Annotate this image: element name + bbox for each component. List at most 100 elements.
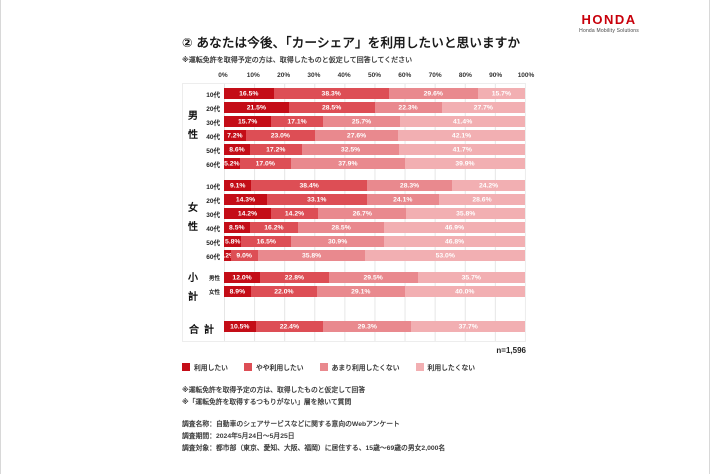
- bar-value-label: 35.8%: [456, 210, 476, 217]
- axis-tick-label: 0%: [218, 72, 228, 79]
- bar-value-label: 9.0%: [236, 252, 252, 259]
- bar-segment: 22.3%: [374, 102, 442, 113]
- row-label: 20代: [206, 105, 220, 113]
- bar-segment: 5.2%: [224, 158, 240, 169]
- row-label: 40代: [206, 133, 220, 141]
- footnotes: ※運転免許を取得予定の方は、取得したものと仮定して回答 ※「運転免許を取得するつも…: [182, 385, 526, 409]
- stacked-bar: 15.7% 17.1% 25.7% 41.4%: [224, 116, 525, 127]
- bar-segment: 23.0%: [245, 130, 315, 141]
- stacked-bar: 21.5% 28.5% 22.3% 27.7%: [224, 102, 525, 113]
- bar-value-label: 41.4%: [452, 118, 473, 125]
- bar-segment: 7.2%: [224, 130, 246, 141]
- bar-value-label: 46.8%: [444, 238, 465, 245]
- chart-row: 10代 9.1% 38.4% 28.3% 24.2%: [199, 180, 525, 191]
- bar-segment: 26.7%: [318, 208, 407, 219]
- bar-segment: 35.7%: [417, 272, 525, 283]
- chart-row: 女性 8.9% 22.0% 29.1% 40.0%: [199, 286, 525, 297]
- bar-segment: 12.0%: [224, 272, 261, 283]
- chart-subtitle: ※運転免許を取得予定の方は、取得したものと仮定して回答してください: [182, 57, 413, 64]
- bar-segment: 39.9%: [404, 158, 525, 169]
- bar-segment: 27.6%: [314, 130, 399, 141]
- bar-value-label: 41.7%: [452, 146, 472, 153]
- bar-segment: 16.2%: [249, 222, 299, 233]
- bar-value-label: 35.8%: [301, 252, 322, 259]
- report-content: ② あなたは今後、「カーシェア」を利用したいと思いますか ※運転免許を取得予定の…: [182, 32, 534, 455]
- bar-segment: 14.2%: [224, 208, 272, 219]
- bar-value-label: 40.0%: [455, 288, 475, 295]
- bar-value-label: 28.6%: [472, 196, 492, 203]
- axis-tick-label: 20%: [277, 72, 291, 79]
- stacked-bar: 8.6% 17.2% 32.5% 41.7%: [224, 144, 525, 155]
- stacked-bar: 10.5% 22.4% 29.3% 37.7%: [224, 321, 525, 332]
- bar-segment: 28.5%: [298, 222, 384, 233]
- row-label: 50代: [206, 239, 220, 247]
- row-label: 10代: [206, 183, 220, 191]
- bar-value-label: 16.5%: [239, 90, 259, 97]
- stacked-bar: 5.2% 17.0% 37.9% 39.9%: [224, 158, 525, 169]
- bar-segment: 5.8%: [224, 236, 242, 247]
- honda-logo: HONDA Honda Mobility Solutions: [579, 12, 639, 34]
- bar-value-label: 17.1%: [287, 118, 307, 125]
- bar-segment: 21.5%: [224, 102, 289, 113]
- bar-value-label: 21.5%: [246, 104, 266, 111]
- honda-logo-subtitle: Honda Mobility Solutions: [579, 28, 639, 34]
- chart-row: 30代 15.7% 17.1% 25.7% 41.4%: [199, 116, 525, 127]
- honda-wordmark: HONDA: [581, 12, 637, 27]
- bar-value-label: 5.2%: [224, 160, 240, 167]
- axis-tick-label: 60%: [398, 72, 412, 79]
- footnote-line: ※「運転免許を取得するつもりがない」層を除いて質問: [182, 398, 352, 406]
- stacked-bar: 12.0% 22.8% 29.5% 35.7%: [224, 272, 525, 283]
- bar-value-label: 53.0%: [435, 252, 455, 259]
- bar-value-label: 37.7%: [458, 323, 478, 330]
- stacked-bar: 14.2% 14.2% 26.7% 35.8%: [224, 208, 525, 219]
- bar-segment: 22.4%: [255, 321, 324, 332]
- bar-value-label: 28.5%: [321, 104, 342, 111]
- row-group: 合計 10.5% 22.4% 29.3% 37.7%: [183, 321, 525, 336]
- bar-segment: 41.7%: [399, 144, 525, 155]
- row-group: 男性 10代 16.5% 38.3% 29.6% 15.7% 20代 21.5% 28.5% 22…: [183, 88, 525, 169]
- bar-value-label: 29.1%: [351, 288, 371, 295]
- bar-segment: 22.8%: [260, 272, 329, 283]
- bar-value-label: 8.6%: [229, 146, 245, 153]
- bar-value-label: 17.0%: [255, 160, 275, 167]
- row-group: 女性 10代 9.1% 38.4% 28.3% 24.2% 20代 14.3% 33.1% 24.…: [183, 180, 526, 261]
- bar-value-label: 37.9%: [338, 160, 358, 167]
- group-rows: 10.5% 22.4% 29.3% 37.7%: [224, 321, 525, 336]
- survey-info: 調査名称：自動車のシェアサービスなどに関する意向のWebアンケート 調査期間：20…: [182, 419, 526, 455]
- bar-value-label: 25.7%: [351, 118, 372, 125]
- chart-row: 20代 21.5% 28.5% 22.3% 27.7%: [199, 102, 525, 113]
- bar-value-label: 42.1%: [451, 132, 472, 139]
- bar-segment: 28.3%: [366, 180, 453, 191]
- bar-segment: 17.1%: [271, 116, 323, 127]
- chart-row: 50代 8.6% 17.2% 32.5% 41.7%: [199, 144, 525, 155]
- bar-segment: 2.2%: [220, 250, 235, 261]
- bar-value-label: 35.7%: [461, 274, 481, 281]
- row-label: 20代: [206, 197, 220, 205]
- bar-segment: 37.7%: [411, 321, 525, 332]
- bar-segment: 24.2%: [452, 180, 525, 191]
- chart-row: 40代 7.2% 23.0% 27.6% 42.1%: [199, 130, 525, 141]
- bar-segment: 33.1%: [267, 194, 367, 205]
- row-label: 60代: [206, 253, 220, 261]
- bar-segment: 8.6%: [224, 144, 250, 155]
- axis-tick-label: 30%: [307, 72, 321, 79]
- bar-value-label: 16.5%: [256, 238, 276, 245]
- axis-tick-label: 40%: [337, 72, 351, 79]
- sample-size-note: n=1,596: [496, 346, 526, 355]
- bar-value-label: 16.2%: [264, 224, 284, 231]
- bar-segment: 35.8%: [406, 208, 525, 219]
- axis-tick-label: 70%: [428, 72, 442, 79]
- bar-segment: 30.9%: [291, 236, 385, 247]
- axis-tick-label: 80%: [458, 72, 472, 79]
- stacked-bar: 8.9% 22.0% 29.1% 40.0%: [224, 286, 525, 297]
- chart-row: 60代 5.2% 17.0% 37.9% 39.9%: [199, 158, 525, 169]
- chart-row: 男性 12.0% 22.8% 29.5% 35.7%: [199, 272, 525, 283]
- legend-item: 利用したい: [182, 362, 228, 372]
- group-rows: 10代 16.5% 38.3% 29.6% 15.7% 20代 21.5% 28.5% 22.3…: [199, 88, 525, 169]
- chart-row: 30代 14.2% 14.2% 26.7% 35.8%: [199, 208, 525, 219]
- bar-segment: 29.5%: [328, 272, 418, 283]
- legend-label: やや利用したい: [255, 365, 304, 372]
- legend-label: 利用したくない: [427, 365, 476, 372]
- bar-segment: 29.1%: [317, 286, 405, 297]
